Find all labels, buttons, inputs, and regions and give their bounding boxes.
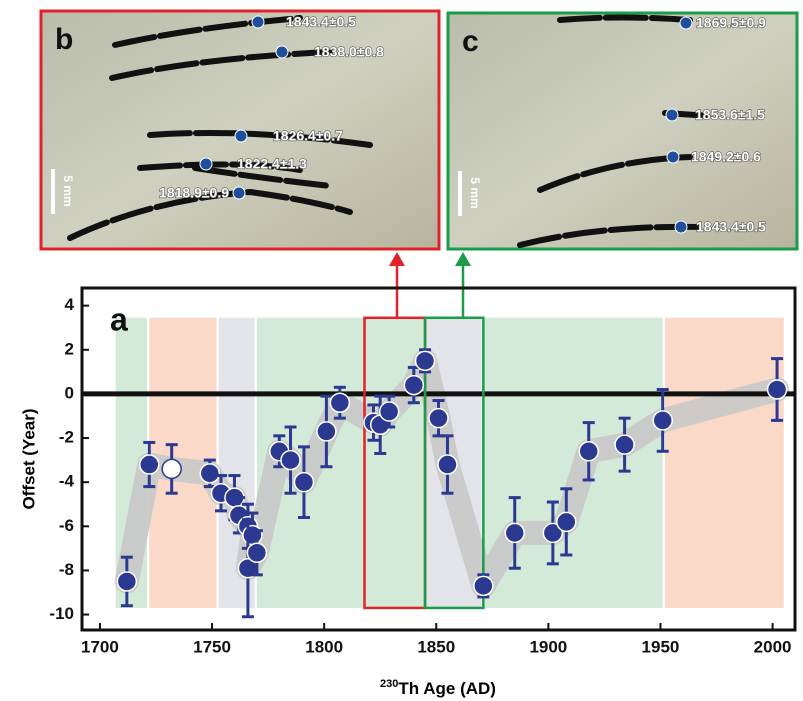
data-point: [403, 374, 425, 396]
scale-label: 5 mm: [61, 175, 75, 206]
data-point: [414, 350, 436, 372]
data-point: [556, 511, 577, 533]
y-tick-label: 2: [65, 339, 74, 358]
y-tick-label: -2: [59, 428, 74, 447]
sample-dot: [666, 150, 680, 164]
arrow-head: [389, 252, 405, 266]
sample-age: 1818.9±0.9: [159, 185, 229, 201]
data-point: [428, 407, 449, 429]
data-point: [293, 471, 315, 493]
highlight-box: [423, 316, 485, 610]
sample-dot: [232, 186, 246, 200]
growth-band: [192, 165, 333, 189]
data-point: [329, 392, 351, 413]
data-point: [578, 441, 599, 462]
sample-age: 1843.4±0.5: [286, 14, 356, 30]
x-tick-label: 1900: [529, 637, 567, 656]
y-tick-label: 0: [65, 383, 74, 402]
y-tick-label: -4: [59, 472, 75, 491]
sample-age: 1826.4±0.7: [273, 128, 343, 144]
data-point: [316, 421, 337, 442]
panel-label: c: [462, 25, 479, 58]
x-axis-label: 230Th Age (AD): [380, 678, 496, 699]
x-tick-label: 1950: [642, 637, 680, 656]
y-tick-label: -10: [49, 604, 74, 623]
x-tick-label: 1800: [305, 637, 343, 656]
sample-dot: [275, 45, 289, 59]
sample-dot: [234, 129, 248, 143]
growth-band: [109, 49, 333, 81]
growth-band: [557, 14, 693, 23]
x-tick-label: 2000: [754, 637, 792, 656]
sample-dot: [199, 157, 213, 171]
x-axis-label-text: Th Age (AD): [398, 679, 496, 698]
y-tick-label: -8: [59, 560, 74, 579]
data-point: [242, 524, 263, 546]
sample-age: 1853.6±1.5: [695, 107, 765, 123]
photo: [446, 11, 799, 251]
data-point: [473, 575, 494, 597]
sample-dot: [251, 15, 265, 29]
data-point: [139, 454, 160, 475]
growth-band: [137, 161, 303, 173]
sample-age: 1838.0±0.8: [314, 44, 384, 60]
x-tick-label: 1850: [417, 637, 455, 656]
data-point: [614, 434, 635, 455]
x-tick-label: 1700: [81, 637, 119, 656]
x-tick-label: 1750: [193, 637, 231, 656]
data-point: [378, 401, 400, 422]
period-band: [664, 317, 784, 608]
data-point: [542, 522, 564, 544]
data-point: [161, 458, 182, 480]
arrow-head: [455, 252, 471, 266]
x-axis-label-superscript: 230: [380, 678, 398, 690]
photo-panels: b 5 mm 1843.4±0.5 1838.0±0.8 1826.4±0.7 1822.…: [39, 9, 799, 251]
chart: -10 -8 -6 -4 -2 0 2 4 1700 1750 1800 1850 1900 1950 20…: [19, 286, 797, 699]
scale-label: 5 mm: [468, 177, 482, 208]
panel-label: a: [110, 301, 128, 337]
data-point: [766, 379, 788, 400]
data-point: [280, 449, 301, 471]
sample-age: 1822.4±1.3: [237, 156, 307, 172]
sample-dot: [679, 16, 693, 30]
panel-label: b: [55, 23, 73, 56]
sample-dot: [674, 220, 688, 234]
growth-band: [147, 129, 373, 148]
data-point: [504, 522, 525, 544]
plot-frame: [80, 286, 797, 632]
data-point: [116, 571, 138, 592]
sample-age: 1869.5±0.9: [696, 15, 766, 31]
data-point: [199, 463, 221, 484]
sample-age: 1843.4±0.5: [696, 219, 766, 235]
data-point: [246, 542, 268, 564]
sample-age: 1849.2±0.6: [691, 149, 761, 165]
y-axis-label: Offset (Year): [19, 408, 38, 509]
sample-dot: [665, 108, 679, 122]
growth-band: [112, 15, 303, 48]
data-point: [437, 454, 458, 475]
data-point: [652, 410, 673, 431]
y-tick-label: 4: [65, 295, 75, 314]
y-tick-label: -6: [59, 516, 74, 535]
